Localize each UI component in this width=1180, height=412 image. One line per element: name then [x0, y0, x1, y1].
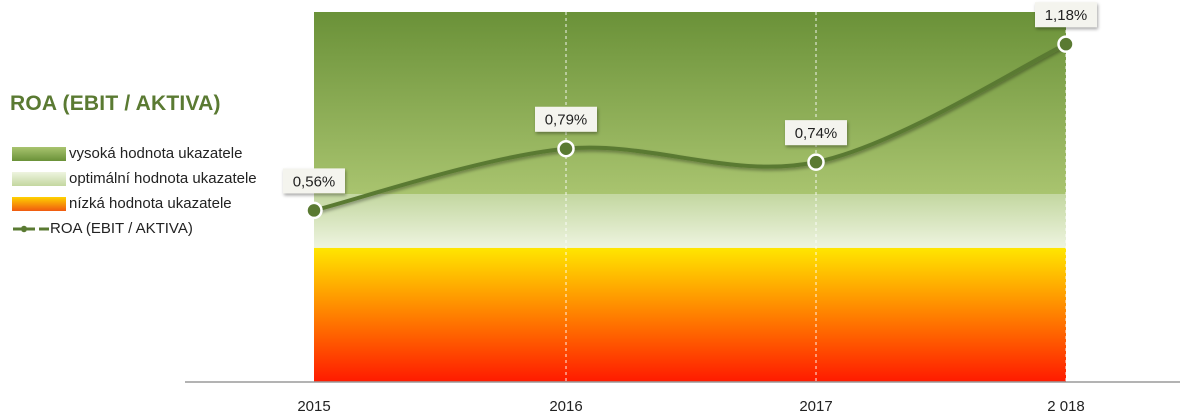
data-label: 1,18%	[1045, 7, 1088, 24]
legend-label-optimal: optimální hodnota ukazatele	[69, 170, 257, 187]
data-label-box	[283, 168, 345, 194]
legend-item-optimal: optimální hodnota ukazatele	[12, 166, 257, 191]
x-tick-label: 2 018	[1047, 398, 1085, 412]
data-label: 0,74%	[795, 125, 838, 142]
legend-item-series: ROA (EBIT / AKTIVA)	[12, 216, 257, 241]
x-tick-label: 2016	[549, 398, 582, 412]
data-label: 0,56%	[293, 173, 336, 190]
chart-title: ROA (EBIT / AKTIVA)	[10, 92, 221, 115]
series-line	[312, 42, 1068, 213]
legend-line-marker-icon	[13, 225, 49, 232]
legend-label-low: nízká hodnota ukazatele	[69, 195, 232, 212]
band-low	[314, 247, 1066, 382]
legend-item-low: nízká hodnota ukazatele	[12, 191, 257, 216]
data-label-box	[1035, 2, 1097, 28]
data-point	[807, 153, 825, 171]
legend-swatch-high	[12, 146, 66, 161]
data-point	[305, 201, 323, 220]
data-point	[557, 139, 575, 158]
x-tick-label: 2015	[297, 398, 330, 412]
x-tick-label: 2017	[799, 398, 832, 412]
legend-swatch-low	[12, 196, 66, 211]
band-optimal	[314, 194, 1066, 248]
data-label: 0,79%	[545, 112, 588, 129]
data-point	[1057, 35, 1075, 53]
band-high	[314, 12, 1066, 195]
legend: vysoká hodnota ukazatele optimální hodno…	[12, 141, 257, 241]
legend-label-high: vysoká hodnota ukazatele	[69, 145, 243, 162]
data-label-box	[785, 120, 847, 146]
legend-label-series: ROA (EBIT / AKTIVA)	[50, 220, 193, 237]
legend-swatch-optimal	[12, 171, 66, 186]
data-label-box	[535, 106, 597, 132]
legend-item-high: vysoká hodnota ukazatele	[12, 141, 257, 166]
